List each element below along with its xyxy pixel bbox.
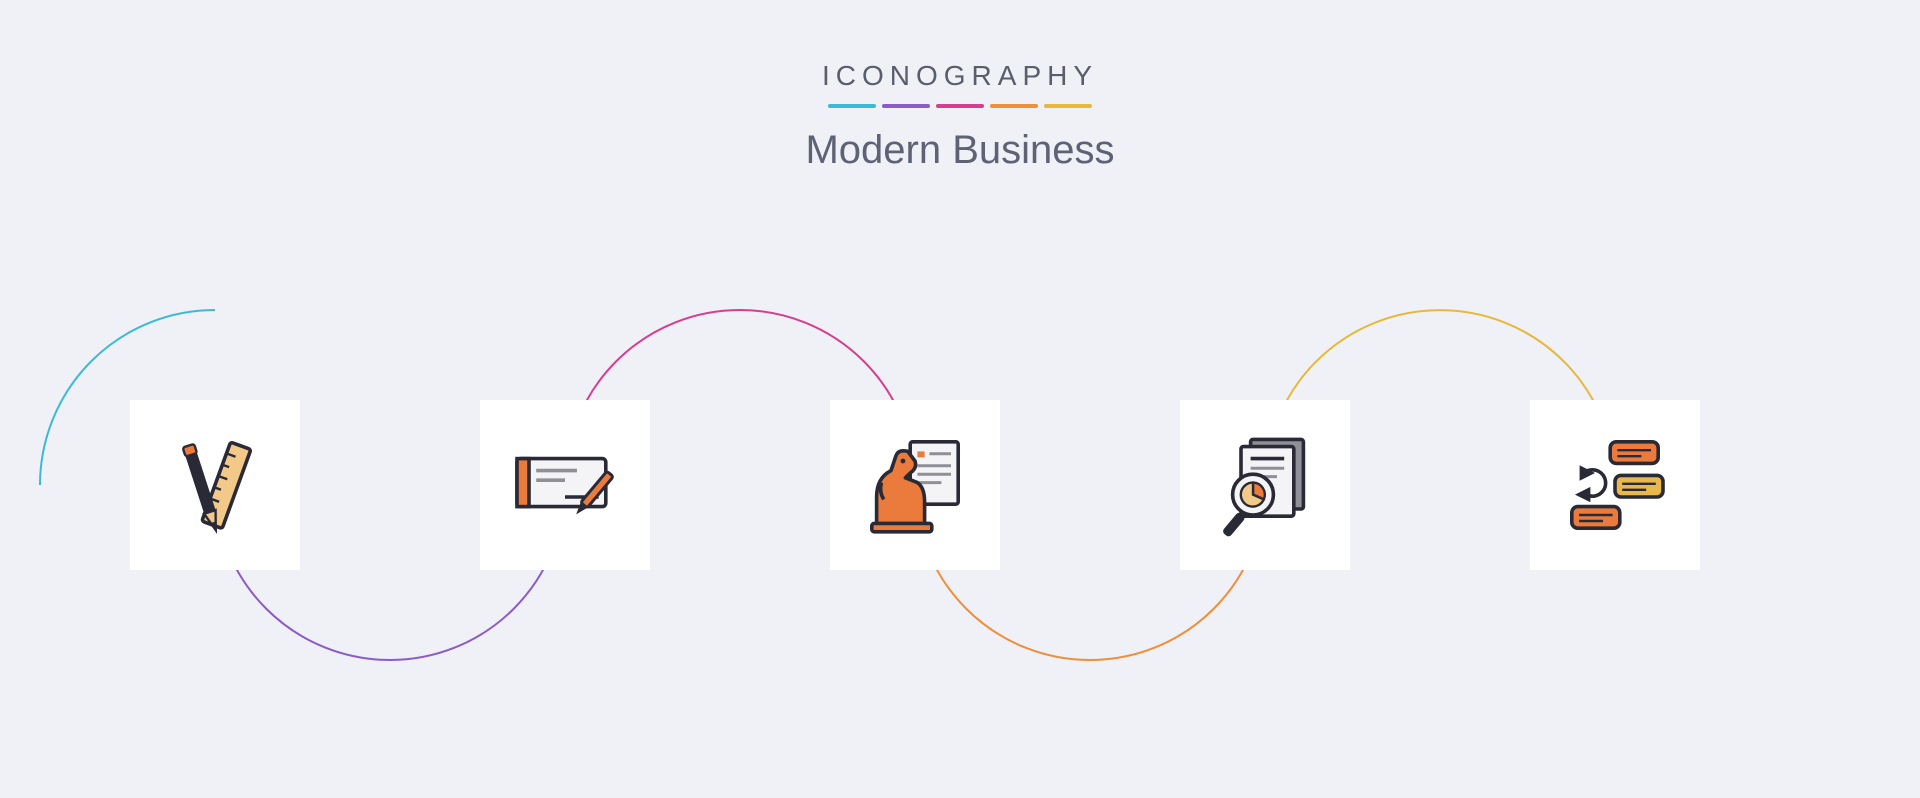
icon-card-1 xyxy=(130,400,300,570)
icon-card-3 xyxy=(830,400,1000,570)
color-bar-1 xyxy=(828,104,876,108)
header: ICONOGRAPHY Modern Business xyxy=(660,60,1260,173)
brand-title: ICONOGRAPHY xyxy=(660,60,1260,92)
icon-card-4 xyxy=(1180,400,1350,570)
color-bars xyxy=(660,104,1260,108)
color-bar-3 xyxy=(936,104,984,108)
trojan-document-icon xyxy=(855,425,975,545)
chat-sync-icon xyxy=(1555,425,1675,545)
subtitle: Modern Business xyxy=(660,128,1260,173)
search-report-icon xyxy=(1205,425,1325,545)
pen-ruler-icon xyxy=(155,425,275,545)
color-bar-4 xyxy=(990,104,1038,108)
check-sign-icon xyxy=(505,425,625,545)
color-bar-2 xyxy=(882,104,930,108)
icon-stage xyxy=(0,270,1920,700)
icon-card-5 xyxy=(1530,400,1700,570)
color-bar-5 xyxy=(1044,104,1092,108)
icon-card-2 xyxy=(480,400,650,570)
